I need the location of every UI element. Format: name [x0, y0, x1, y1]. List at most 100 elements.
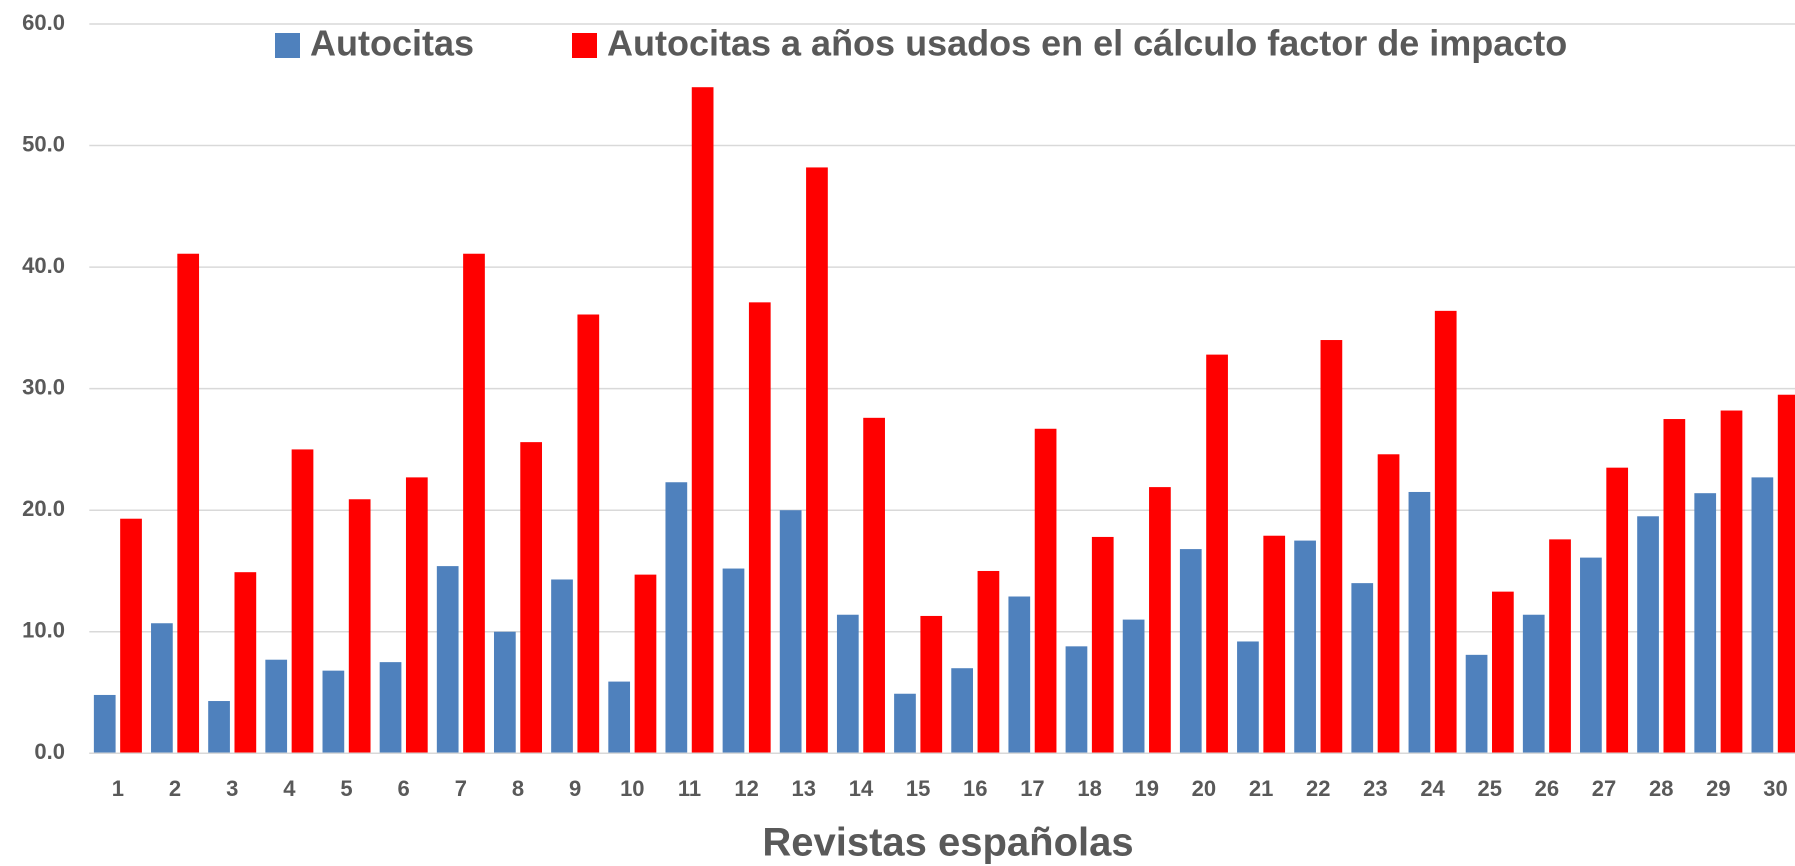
bar: [1580, 557, 1602, 754]
legend-swatch: [275, 33, 300, 58]
bar: [436, 566, 459, 754]
bar: [1694, 493, 1717, 754]
y-tick-label: 40.0: [22, 253, 65, 278]
bar: [1377, 454, 1400, 754]
bar: [234, 572, 257, 754]
x-tick-label: 24: [1420, 776, 1445, 801]
bar: [1408, 491, 1431, 754]
legend-swatch: [572, 33, 597, 58]
x-tick-label: 1: [112, 776, 124, 801]
bar: [836, 614, 859, 754]
bar: [177, 253, 200, 754]
bar: [208, 701, 230, 754]
bar: [1091, 536, 1114, 754]
bar: [1720, 410, 1743, 754]
bar: [608, 681, 631, 754]
bar: [1637, 516, 1659, 754]
bar: [665, 482, 688, 754]
bar: [463, 253, 485, 754]
x-tick-label: 18: [1077, 776, 1101, 801]
bar: [1434, 310, 1457, 754]
x-tick-label: 13: [792, 776, 816, 801]
bar: [93, 694, 116, 754]
x-tick-label: 14: [849, 776, 874, 801]
bar: [779, 510, 802, 754]
bar: [1492, 591, 1514, 754]
x-tick-label: 2: [169, 776, 181, 801]
legend-label: Autocitas a años usados en el cálculo fa…: [607, 23, 1567, 64]
x-tick-label: 29: [1706, 776, 1730, 801]
x-tick-label: 25: [1477, 776, 1501, 801]
bar: [348, 499, 371, 754]
bar: [577, 314, 600, 754]
bar: [1606, 467, 1629, 754]
x-tick-label: 27: [1592, 776, 1616, 801]
bar: [379, 662, 402, 754]
y-tick-label: 0.0: [34, 739, 65, 764]
bar: [1263, 535, 1286, 754]
x-tick-label: 17: [1020, 776, 1044, 801]
x-axis-title: Revistas españolas: [762, 821, 1133, 865]
x-tick-label: 19: [1135, 776, 1159, 801]
bar: [551, 579, 573, 754]
bar: [806, 167, 828, 754]
x-tick-label: 6: [398, 776, 410, 801]
bar: [722, 568, 745, 754]
x-tick-label: 20: [1192, 776, 1216, 801]
x-tick-label: 3: [226, 776, 238, 801]
bar: [1294, 540, 1316, 754]
y-tick-label: 20.0: [22, 496, 65, 521]
y-tick-label: 30.0: [22, 374, 65, 399]
bar: [265, 659, 288, 754]
y-tick-label: 60.0: [22, 10, 65, 35]
x-tick-label: 8: [512, 776, 524, 801]
bar: [291, 449, 314, 754]
bar: [748, 302, 771, 754]
x-tick-label: 16: [963, 776, 987, 801]
bar: [1751, 477, 1774, 754]
bar: [1663, 419, 1686, 754]
bar: [1034, 428, 1057, 754]
x-tick-label: 28: [1649, 776, 1673, 801]
bar: [1206, 354, 1228, 754]
bar: [977, 570, 1000, 754]
bar: [1237, 641, 1259, 754]
bar: [405, 477, 428, 754]
bar: [1351, 583, 1374, 754]
bar: [520, 442, 543, 754]
y-tick-label: 10.0: [22, 618, 65, 643]
x-tick-label: 26: [1535, 776, 1559, 801]
x-tick-label: 7: [455, 776, 467, 801]
bar: [1549, 539, 1571, 754]
bar: [1008, 596, 1031, 754]
x-tick-label: 9: [569, 776, 581, 801]
bar: [863, 417, 885, 754]
x-tick-label: 10: [620, 776, 644, 801]
bar: [120, 518, 142, 754]
bar: [1149, 487, 1171, 754]
bar: [1179, 549, 1202, 754]
bar: [691, 87, 714, 754]
bar: [1522, 614, 1545, 754]
x-tick-label: 30: [1763, 776, 1787, 801]
y-tick-label: 50.0: [22, 131, 65, 156]
bar: [634, 574, 657, 754]
x-tick-label: 4: [283, 776, 296, 801]
bar: [1465, 654, 1488, 754]
bar: [1320, 340, 1343, 754]
bar: [894, 693, 916, 754]
x-tick-label: 12: [734, 776, 758, 801]
bar: [1122, 619, 1145, 754]
x-tick-label: 5: [340, 776, 352, 801]
x-tick-label: 15: [906, 776, 930, 801]
bar: [920, 615, 943, 754]
x-tick-label: 11: [678, 776, 701, 801]
bar: [951, 668, 973, 754]
x-tick-label: 21: [1249, 776, 1273, 801]
x-tick-label: 23: [1363, 776, 1387, 801]
bar: [322, 670, 345, 754]
bar: [151, 623, 173, 754]
x-tick-label: 22: [1306, 776, 1330, 801]
bar: [493, 631, 516, 754]
